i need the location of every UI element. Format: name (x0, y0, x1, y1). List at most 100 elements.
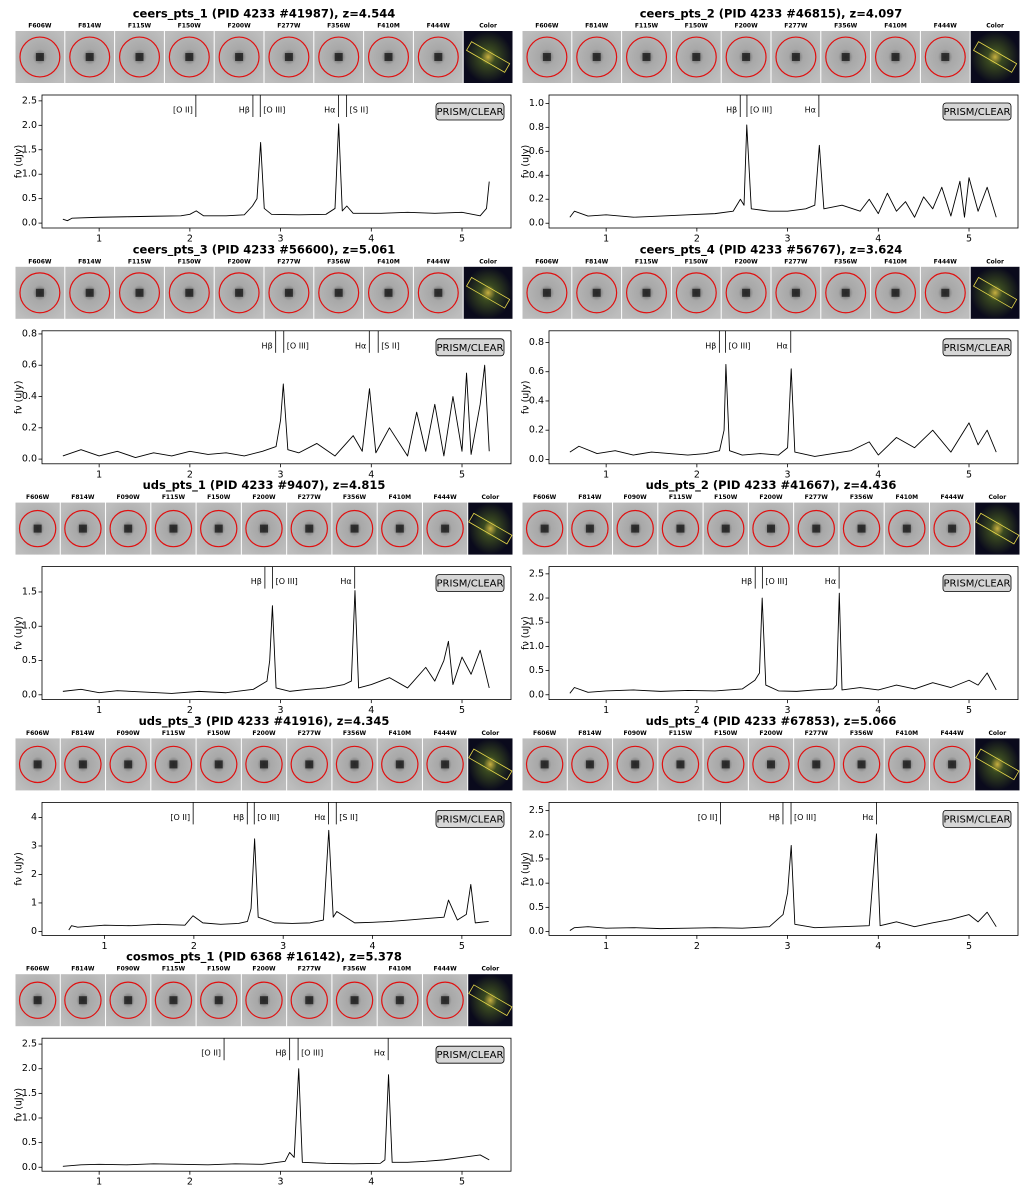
source (857, 760, 866, 769)
emission-line-label: Hβ (726, 106, 737, 115)
stamp-label: F444W (940, 494, 964, 501)
stamp-label: F410M (377, 23, 400, 30)
source (585, 760, 594, 769)
x-tick-label: 2 (694, 941, 700, 952)
x-tick-label: 1 (603, 941, 609, 952)
aperture (675, 272, 717, 314)
source (941, 53, 950, 61)
source (891, 53, 900, 61)
aperture (168, 36, 210, 78)
aperture (797, 745, 835, 784)
aperture (576, 272, 618, 314)
aperture (417, 36, 459, 78)
emission-line-label: [S II] (381, 341, 400, 350)
stamp-label: F150W (685, 258, 709, 265)
stamp-label: F277W (784, 23, 808, 30)
aperture (109, 981, 147, 1019)
y-tick-label: 2.0 (529, 593, 544, 604)
stamp-label: F410M (389, 730, 412, 737)
x-tick-label: 3 (785, 234, 791, 245)
stamp-label: F814W (585, 23, 609, 30)
stamp-label: F814W (578, 494, 602, 501)
stamp-label: Color (986, 258, 1004, 265)
x-tick-label: 4 (368, 705, 374, 716)
x-tick-label: 3 (278, 1177, 284, 1188)
plot-frame (41, 1037, 512, 1172)
source (721, 524, 730, 533)
aperture (245, 981, 283, 1019)
aperture (335, 509, 374, 548)
emission-line-label: Hβ (741, 577, 752, 586)
aperture (335, 981, 374, 1019)
stamp-label: F444W (934, 258, 958, 265)
aperture (775, 272, 817, 314)
emission-line-label: Hα (314, 813, 325, 822)
source (891, 288, 900, 297)
stamp-label: F277W (277, 23, 301, 30)
source (305, 996, 314, 1005)
x-tick-label: 3 (278, 234, 284, 245)
emission-line-label: Hβ (276, 1049, 287, 1058)
spectrum-line (569, 833, 997, 931)
y-tick-label: 0.0 (529, 454, 544, 465)
source (350, 996, 359, 1005)
x-tick-label: 1 (96, 469, 102, 480)
stamp-label: F200W (252, 966, 276, 973)
aperture (19, 272, 61, 314)
emission-line-label: [O III] (765, 577, 787, 586)
source (642, 53, 651, 61)
x-tick-label: 1 (603, 705, 609, 716)
stamp-label: F444W (934, 23, 958, 30)
emission-line-label: [O III] (794, 813, 816, 822)
stamp-label: F115W (669, 730, 693, 737)
slit (975, 748, 1020, 781)
aperture (335, 745, 374, 784)
stamp-label: F150W (714, 730, 738, 737)
x-tick-label: 5 (459, 1177, 465, 1188)
stamp-label: F090W (117, 494, 141, 501)
source (284, 53, 293, 61)
stamp-label: F115W (162, 730, 186, 737)
aperture (245, 745, 283, 784)
x-tick-label: 2 (187, 705, 193, 716)
mode-box (435, 574, 505, 592)
x-tick-label: 3 (785, 941, 791, 952)
stamp-label: F814W (71, 730, 95, 737)
source (33, 524, 42, 533)
x-tick-label: 5 (459, 234, 465, 245)
source (235, 288, 244, 297)
source (841, 288, 850, 297)
emission-line-label: Hα (825, 577, 836, 586)
source (124, 996, 133, 1005)
source (85, 288, 94, 297)
aperture (290, 981, 328, 1019)
aperture (154, 745, 193, 784)
slit (468, 512, 513, 545)
slit (973, 41, 1018, 73)
aperture (625, 36, 668, 78)
source (592, 53, 601, 61)
x-tick-label: 1 (96, 1177, 102, 1188)
aperture (933, 509, 971, 548)
aperture (775, 36, 817, 78)
stamp-label: F814W (585, 258, 609, 265)
x-tick-label: 5 (966, 469, 972, 480)
y-tick-label: 0.5 (22, 655, 37, 666)
emission-line-label: [S II] (339, 813, 358, 822)
x-tick-label: 3 (280, 941, 286, 952)
aperture (616, 509, 654, 548)
aperture (707, 509, 745, 548)
stamp-label: F150W (207, 966, 231, 973)
aperture (525, 509, 564, 548)
aperture (118, 36, 161, 78)
source (721, 760, 730, 769)
stamp-label: F814W (71, 494, 95, 501)
stamp (975, 738, 1020, 791)
mode-box (435, 102, 505, 121)
source (185, 53, 194, 61)
aperture (109, 509, 147, 548)
stamp-label: F277W (298, 966, 322, 973)
stamp-label: F200W (734, 258, 758, 265)
aperture (18, 981, 57, 1019)
stamp (468, 974, 513, 1027)
